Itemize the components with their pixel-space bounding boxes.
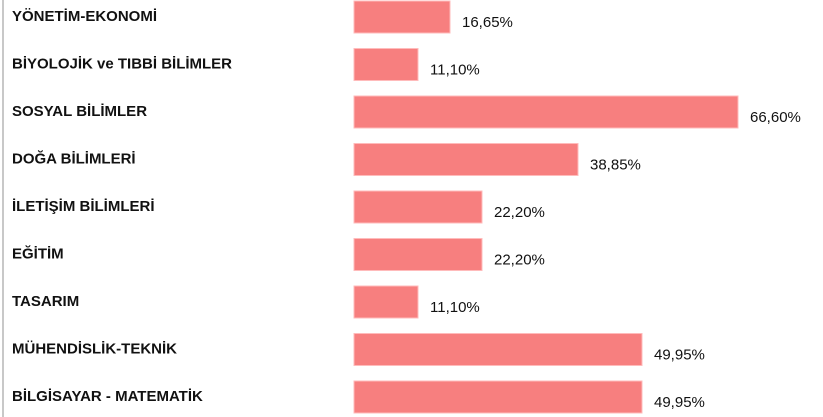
bar [353,285,419,319]
value-label: 11,10% [430,299,480,316]
bar [353,333,643,366]
value-label: 49,95% [654,394,705,411]
category-label: BİYOLOJİK ve TIBBİ BİLİMLER [12,55,232,72]
category-label: İLETİŞİM BİLİMLERİ [12,198,155,215]
bar [353,48,419,81]
bar [353,0,451,34]
bar [353,190,483,224]
value-label: 49,95% [654,346,705,363]
category-label: DOĞA BİLİMLERİ [12,149,136,167]
bar [353,95,739,129]
category-label: YÖNETİM-EKONOMİ [12,8,157,25]
category-label: TASARIM [12,293,79,310]
value-label: 22,20% [494,204,545,221]
category-label: EĞİTİM [12,244,64,262]
value-label: 16,65% [462,14,513,31]
value-label: 66,60% [750,109,801,126]
category-label: BİLGİSAYAR - MATEMATİK [12,388,203,405]
category-label: SOSYAL BİLİMLER [12,103,147,120]
bar [353,380,643,414]
category-label: MÜHENDİSLİK-TEKNİK [12,340,177,357]
bar [353,143,579,176]
value-label: 22,20% [494,251,545,268]
value-label: 11,10% [430,61,480,78]
bar [353,238,483,271]
value-label: 38,85% [590,156,641,173]
